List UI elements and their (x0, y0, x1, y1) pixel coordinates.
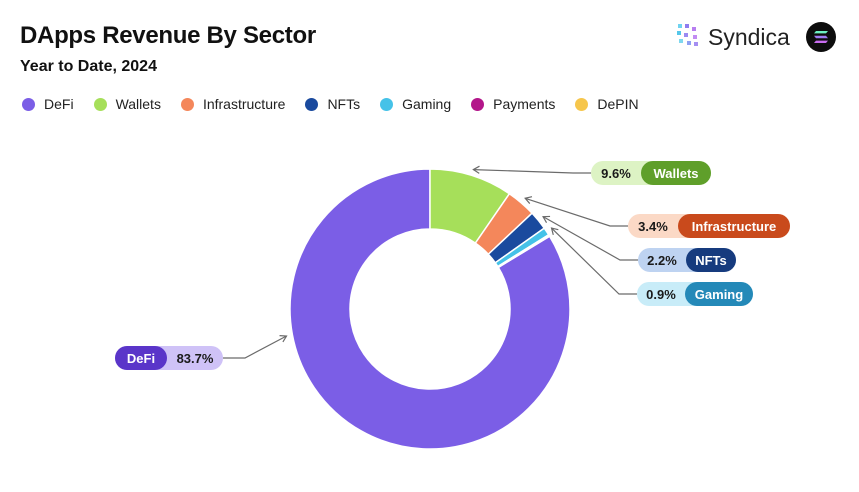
callout-infrastructure: 3.4% Infrastructure (524, 196, 790, 238)
callout-leader-line (223, 335, 287, 359)
callout-defi: 83.7% DeFi (115, 335, 288, 370)
legend-item-nfts: NFTs (305, 96, 360, 112)
callout-name-pill (686, 248, 736, 272)
callout-wallets: 9.6% Wallets (472, 161, 711, 185)
legend-marker (305, 97, 319, 111)
legend-label: Gaming (402, 96, 452, 112)
callout-arrowhead (279, 335, 288, 343)
callout-label: Infrastructure (692, 219, 777, 234)
legend-marker (380, 97, 394, 111)
legend-label: DeFi (44, 96, 74, 112)
donut-slice-defi (289, 168, 571, 450)
legend-item-defi: DeFi (22, 96, 74, 112)
legend-marker (471, 97, 485, 111)
legend-marker (575, 97, 589, 111)
callout-label: Gaming (695, 287, 743, 302)
chart-title: DApps Revenue By Sector (20, 22, 316, 49)
legend-marker (180, 97, 194, 111)
legend-item-gaming: Gaming (380, 96, 451, 112)
callout-name-pill (678, 214, 790, 238)
legend-label: Payments (493, 96, 556, 112)
callout-value: 83.7% (177, 351, 214, 366)
legend-item-payments: Payments (471, 96, 555, 112)
legend-item-wallets: Wallets (93, 96, 161, 112)
donut-slice-depin (497, 234, 551, 269)
legend-item-depin: DePIN (575, 96, 639, 112)
callout-gaming: 0.9% Gaming (550, 227, 753, 306)
callout-leader-line (473, 168, 591, 174)
callout-label: NFTs (695, 253, 727, 268)
callout-arrowhead (542, 215, 551, 224)
legend-marker (22, 97, 35, 111)
legend-label: NFTs (327, 96, 361, 112)
brand: Syndica (676, 22, 836, 52)
legend-marker (93, 97, 107, 111)
callout-name-pill (685, 282, 753, 306)
syndica-logo-icon (676, 23, 700, 52)
callout-value: 3.4% (638, 219, 668, 234)
callout-value: 2.2% (647, 253, 677, 268)
callout-name-pill (115, 346, 167, 370)
callout-label: Wallets (653, 166, 698, 181)
legend-label: Wallets (115, 96, 161, 112)
callout-value: 9.6% (601, 166, 631, 181)
callout-leader-line (551, 227, 637, 295)
legend-label: Infrastructure (202, 96, 286, 112)
callout-leader-line (524, 197, 628, 227)
callout-arrowhead (472, 165, 480, 174)
callout-leader-line (542, 216, 638, 261)
callout-arrowhead (524, 196, 533, 204)
callout-value: 0.9% (646, 287, 676, 302)
solana-logo-icon (805, 22, 836, 52)
callout-arrowhead (550, 227, 559, 235)
callout-label: DeFi (127, 351, 155, 366)
legend-label: DePIN (597, 96, 639, 112)
chart-subtitle: Year to Date, 2024 (20, 58, 157, 75)
callout-name-pill (641, 161, 711, 185)
brand-name: Syndica (708, 23, 790, 50)
legend: DeFi Wallets Infrastructure NFTs Gaming … (22, 96, 659, 112)
legend-item-infrastructure: Infrastructure (180, 96, 286, 112)
callout-nfts: 2.2% NFTs (542, 215, 736, 272)
